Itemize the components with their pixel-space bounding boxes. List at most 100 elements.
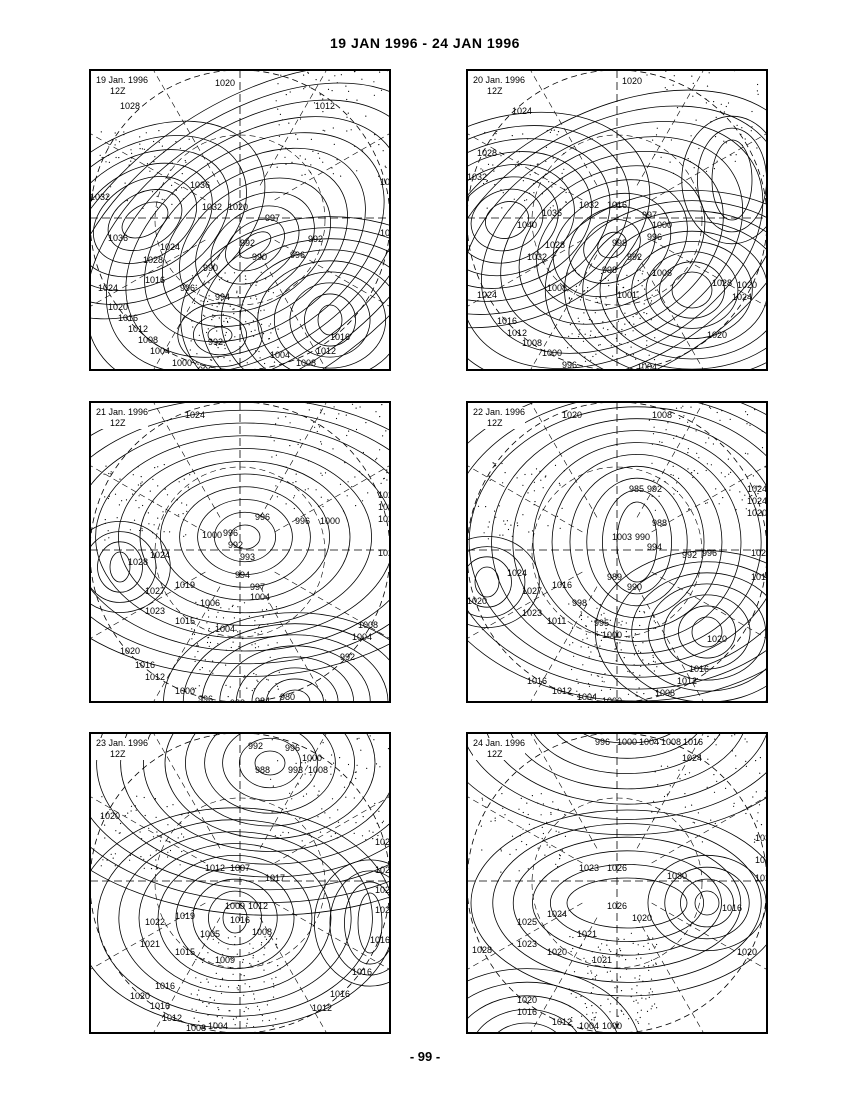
isobar-label: 1004 (352, 632, 372, 642)
isobar-line (671, 271, 713, 309)
isobar-line (235, 656, 355, 702)
isobar-line (239, 249, 390, 370)
isobar-label: 1024 (682, 753, 702, 763)
isobar-label: 992 (240, 238, 255, 248)
isobar-line (90, 521, 171, 613)
meridian-line (651, 902, 767, 970)
panel-date: 20 Jan. 1996 (473, 75, 526, 85)
isobar-label: 996 (255, 512, 270, 522)
meridian-line (153, 733, 221, 849)
isobar-label: 1020 (130, 991, 150, 1001)
isobar-label: 989 (607, 572, 622, 582)
isobar-label: 1028 (712, 278, 732, 288)
meridian-line (153, 402, 221, 518)
isobar-label: 996 (180, 283, 195, 293)
isobar-label: 1028 (375, 885, 395, 895)
isobar-label: 1020 (215, 78, 235, 88)
isobar-line (90, 135, 247, 305)
isobar-line (566, 877, 688, 929)
isobar-line (118, 448, 372, 626)
isobar-label: 1008 (308, 765, 328, 775)
isobar-line (467, 138, 611, 302)
panel-header: 19 Jan. 1996 12Z (96, 75, 149, 97)
meridian-line (651, 239, 767, 307)
meridian-line (90, 571, 206, 639)
isobar-line (512, 836, 742, 970)
isobar-line (467, 121, 764, 369)
isobar-label: 996 (290, 250, 305, 260)
isobar-line (344, 881, 390, 965)
isobar-label: 996 (223, 528, 238, 538)
isobar-label: 1028 (755, 855, 775, 865)
isobar-label: 1000 (617, 737, 637, 747)
map-panel-19-jan: 1020 1028 1012 1036 1032 1032 1020 997 992 990 990… (89, 69, 391, 371)
isobar-line (192, 878, 278, 958)
page-number: - 99 - (409, 1049, 441, 1064)
isobar-label: 1015 (175, 947, 195, 957)
map-panel-24-jan: 996 1000 1004 1008 1016 1024 1032 1028 1024 1023 1… (466, 732, 768, 1034)
isobar-label: 1009 (225, 901, 245, 911)
isobar-label: 1004 (208, 1021, 228, 1031)
isobar-label: 1008 (252, 927, 272, 937)
isobar-label: 1012 (248, 901, 268, 911)
isobar-label: 997 (265, 213, 280, 223)
meridian-line (259, 70, 327, 186)
isobar-line (219, 645, 371, 702)
isobar-line (143, 733, 390, 852)
isobar-label: 1032 (202, 202, 222, 212)
meridian-line (90, 902, 206, 970)
isobar-label: 1012 (315, 101, 335, 111)
isobar-map: 1020 1028 1012 1036 1032 1032 1020 997 992 990 990… (89, 69, 391, 371)
meridian-line (636, 733, 704, 849)
isobar-label: 1027 (145, 586, 165, 596)
panel-frame (466, 401, 768, 703)
coastline (477, 405, 767, 697)
panel-time: 12Z (110, 749, 126, 759)
isobar-label: 1028 (472, 945, 492, 955)
isobar-label: 1004 (637, 362, 657, 372)
isobar-line (317, 304, 343, 336)
isobar-label: 992 (627, 252, 642, 262)
isobar-line (97, 541, 143, 593)
isobar-label: 1024 (378, 490, 398, 500)
isobar-label: 1016 (689, 664, 709, 674)
isobar-line (195, 191, 315, 299)
isobar-label: 1004 (250, 592, 270, 602)
isobar-line (238, 737, 301, 789)
isobar-label: 1000 (602, 696, 622, 706)
isobar-line (613, 561, 767, 702)
isobar-line (313, 859, 390, 987)
isobar-label: 1015 (175, 616, 195, 626)
isobar-line (581, 733, 673, 744)
isobar-label: 1020 (100, 811, 120, 821)
isobar-label: 985 (629, 484, 644, 494)
isobar-label: 1012 (145, 672, 165, 682)
isobar-label: 984 (255, 696, 270, 706)
isobar-line (532, 442, 742, 642)
isobar-label: 1023 (517, 939, 537, 949)
isobar-line (467, 125, 630, 315)
isobar-line (105, 116, 390, 370)
isobar-label: 1017 (265, 873, 285, 883)
isobar-line (680, 878, 734, 928)
meridian-line (530, 733, 598, 849)
isobar-line (90, 70, 390, 370)
isobar-label: 996 (295, 516, 310, 526)
isobar-line (467, 781, 767, 836)
isobar-label: 1025 (517, 917, 537, 927)
isobar-line (569, 465, 705, 619)
isobar-line (144, 147, 366, 343)
page-title: 19 JAN 1996 - 24 JAN 1996 (330, 35, 520, 51)
panel-date: 24 Jan. 1996 (473, 738, 526, 748)
isobar-label: 1024 (160, 242, 180, 252)
isobar-line (121, 201, 169, 239)
isobar-label: 1004 (639, 737, 659, 747)
isobar-label: 1008 (522, 338, 542, 348)
isobar-line (631, 572, 767, 692)
isobar-label: 1008 (652, 268, 672, 278)
isobar-label: 1000 (175, 686, 195, 696)
isobar-label: 1012 (677, 676, 697, 686)
meridian-line (153, 254, 221, 370)
isobar-label: 992 (228, 540, 243, 550)
isobar-label: 992 (647, 484, 662, 494)
